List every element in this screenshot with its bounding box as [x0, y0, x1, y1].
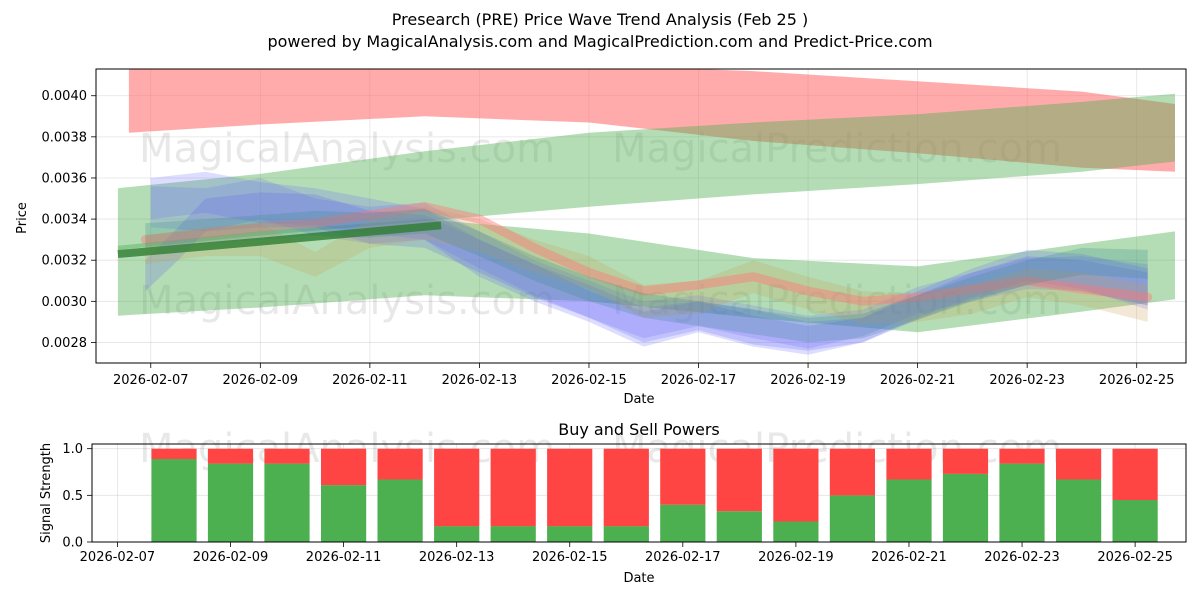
buy-bar [1112, 500, 1158, 542]
power-x-tick-label: 2026-02-15 [532, 550, 608, 565]
buy-bar [1056, 479, 1102, 542]
blue-wave-1 [150, 171, 1148, 355]
sell-bar [886, 448, 932, 480]
power-bars [151, 448, 1158, 542]
power-y-tick-label: 0.0 [62, 536, 83, 551]
power-x-tick-label: 2026-02-25 [1097, 550, 1173, 565]
power-y-axis-label: Signal Strength [39, 443, 54, 543]
sell-bar [264, 448, 310, 464]
blue-wave-2 [150, 178, 1148, 349]
price-y-tick-label: 0.0038 [42, 130, 88, 145]
buy-bar [942, 473, 989, 542]
buy-bar [434, 526, 480, 542]
buy-bar [547, 526, 593, 542]
price-x-tick-label: 2026-02-23 [989, 373, 1065, 388]
price-y-tick-label: 0.0034 [42, 213, 88, 228]
red-upper-band [128, 69, 1175, 172]
price-x-tick-label: 2026-02-13 [442, 373, 518, 388]
power-x-tick-label: 2026-02-11 [306, 550, 382, 565]
buy-bar [490, 526, 536, 542]
price-x-tick-label: 2026-02-07 [113, 373, 189, 388]
sell-bar [829, 448, 875, 496]
buy-bar [999, 463, 1045, 542]
sell-bar [603, 448, 649, 527]
sell-bar [942, 448, 989, 474]
price-x-tick-label: 2026-02-19 [770, 373, 846, 388]
price-x-tick-label: 2026-02-21 [880, 373, 956, 388]
orange-wave [145, 206, 1148, 324]
price-y-axis-label: Price [15, 202, 30, 234]
sell-bar [999, 448, 1045, 464]
price-x-tick-label: 2026-02-15 [551, 373, 627, 388]
price-y-tick-label: 0.0032 [42, 254, 88, 269]
sell-bar [207, 448, 254, 464]
buy-bar [716, 511, 762, 542]
buy-bar [264, 463, 310, 542]
power-x-tick-label: 2026-02-13 [419, 550, 495, 565]
price-y-tick-label: 0.0028 [42, 336, 88, 351]
buy-bar [151, 458, 197, 542]
power-x-tick-label: 2026-02-09 [193, 550, 269, 565]
watermark-text: MagicalPrediction.com [612, 278, 1062, 324]
green-rising-band [117, 93, 1175, 250]
chart-title: Presearch (PRE) Price Wave Trend Analysi… [392, 10, 808, 29]
price-y-ticks: 0.0028 0.0030 0.0032 0.0034 0.0036 0.0038 0.00… [42, 89, 96, 351]
sell-bar [490, 448, 536, 527]
sell-bar [1112, 448, 1158, 500]
price-x-axis-label: Date [623, 392, 654, 407]
sell-bar [321, 448, 367, 486]
power-x-tick-label: 2026-02-19 [758, 550, 834, 565]
price-y-tick-label: 0.0030 [42, 295, 88, 310]
sell-bar [1056, 448, 1102, 480]
sell-bar [660, 448, 706, 505]
buy-bar [321, 485, 367, 542]
dark-green-trend [117, 221, 442, 258]
sell-bar [377, 448, 423, 480]
sell-bar [547, 448, 593, 527]
power-x-tick-label: 2026-02-07 [80, 550, 156, 565]
buy-bar [886, 479, 932, 542]
green-lower-band [117, 219, 1175, 333]
watermark-text: MagicalAnalysis.com [139, 126, 555, 172]
watermark-text: MagicalAnalysis.com [139, 278, 555, 324]
sell-bar [151, 448, 197, 459]
power-axes-frame [91, 443, 1187, 543]
power-plot-border [91, 443, 1187, 543]
price-axes-frame [95, 68, 1187, 364]
sell-bar [434, 448, 480, 527]
price-watermarks: MagicalAnalysis.com MagicalPrediction.co… [139, 126, 1062, 324]
price-x-tick-label: 2026-02-25 [1099, 373, 1175, 388]
price-x-tick-label: 2026-02-11 [332, 373, 408, 388]
red-wave [140, 202, 1153, 306]
buy-bar [603, 526, 649, 542]
buy-bar [377, 479, 423, 542]
power-y-tick-label: 0.5 [62, 489, 83, 504]
price-plot-border [95, 68, 1187, 364]
power-x-axis-label: Date [623, 571, 654, 586]
price-x-ticks: 2026-02-07 2026-02-09 2026-02-11 2026-02-13… [113, 363, 1174, 388]
price-y-tick-label: 0.0036 [42, 171, 88, 186]
power-x-tick-label: 2026-02-17 [645, 550, 721, 565]
price-x-tick-label: 2026-02-09 [223, 373, 299, 388]
power-x-tick-label: 2026-02-23 [984, 550, 1060, 565]
sell-bar [773, 448, 819, 522]
price-y-tick-label: 0.0040 [42, 89, 88, 104]
price-x-tick-label: 2026-02-17 [661, 373, 737, 388]
buy-bar [207, 463, 254, 542]
buy-bar [829, 495, 875, 542]
buy-bar [660, 504, 706, 542]
price-bands [117, 69, 1175, 355]
chart-subtitle: powered by MagicalAnalysis.com and Magic… [267, 32, 932, 51]
buy-bar [773, 521, 819, 542]
power-x-ticks: 2026-02-07 2026-02-09 2026-02-11 2026-02-13… [80, 542, 1173, 565]
power-x-tick-label: 2026-02-21 [871, 550, 947, 565]
teal-wave [145, 208, 1148, 343]
power-y-ticks: 0.0 0.5 1.0 [62, 442, 92, 551]
power-y-tick-label: 1.0 [62, 442, 83, 457]
power-chart-title: Buy and Sell Powers [558, 420, 720, 439]
sell-bar [716, 448, 762, 512]
